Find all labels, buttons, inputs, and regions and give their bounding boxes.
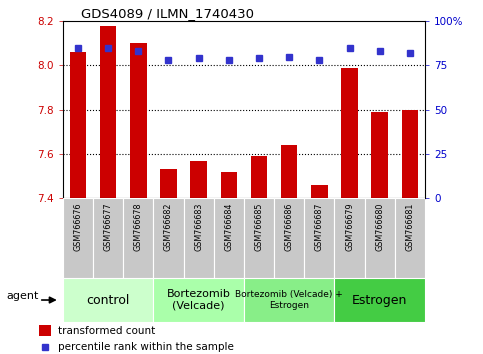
Bar <box>341 68 358 198</box>
Text: Estrogen: Estrogen <box>352 293 408 307</box>
Text: Bortezomib (Velcade) +
Estrogen: Bortezomib (Velcade) + Estrogen <box>235 290 343 310</box>
Text: GSM766681: GSM766681 <box>405 202 414 251</box>
Bar <box>93 198 123 278</box>
Bar <box>100 25 116 198</box>
Bar <box>213 198 244 278</box>
Bar <box>190 161 207 198</box>
Bar <box>123 198 154 278</box>
Bar <box>39 325 51 336</box>
Bar <box>274 198 304 278</box>
Bar <box>244 278 334 322</box>
Bar <box>304 198 334 278</box>
Bar <box>395 198 425 278</box>
Bar <box>251 156 267 198</box>
Bar <box>244 198 274 278</box>
Text: GSM766679: GSM766679 <box>345 202 354 251</box>
Text: GSM766686: GSM766686 <box>284 202 294 251</box>
Bar <box>63 198 93 278</box>
Text: GSM766683: GSM766683 <box>194 202 203 251</box>
Bar <box>281 145 298 198</box>
Bar <box>365 198 395 278</box>
Bar <box>130 43 146 198</box>
Text: GSM766677: GSM766677 <box>103 202 113 251</box>
Bar <box>184 198 213 278</box>
Bar <box>371 112 388 198</box>
Bar <box>70 52 86 198</box>
Bar <box>160 170 177 198</box>
Bar <box>402 110 418 198</box>
Text: GSM766678: GSM766678 <box>134 202 143 251</box>
Text: GSM766685: GSM766685 <box>255 202 264 251</box>
Text: control: control <box>86 293 130 307</box>
Bar <box>154 198 184 278</box>
Text: GSM766687: GSM766687 <box>315 202 324 251</box>
Bar <box>334 198 365 278</box>
Bar <box>334 278 425 322</box>
Bar <box>154 278 244 322</box>
Bar <box>63 278 154 322</box>
Text: transformed count: transformed count <box>58 326 155 336</box>
Text: agent: agent <box>6 291 39 301</box>
Text: GDS4089 / ILMN_1740430: GDS4089 / ILMN_1740430 <box>81 7 254 20</box>
Text: GSM766682: GSM766682 <box>164 202 173 251</box>
Text: GSM766680: GSM766680 <box>375 202 384 251</box>
Text: percentile rank within the sample: percentile rank within the sample <box>58 342 234 352</box>
Bar <box>311 185 327 198</box>
Text: Bortezomib
(Velcade): Bortezomib (Velcade) <box>167 289 230 311</box>
Text: GSM766676: GSM766676 <box>73 202 83 251</box>
Text: GSM766684: GSM766684 <box>224 202 233 251</box>
Bar <box>221 172 237 198</box>
